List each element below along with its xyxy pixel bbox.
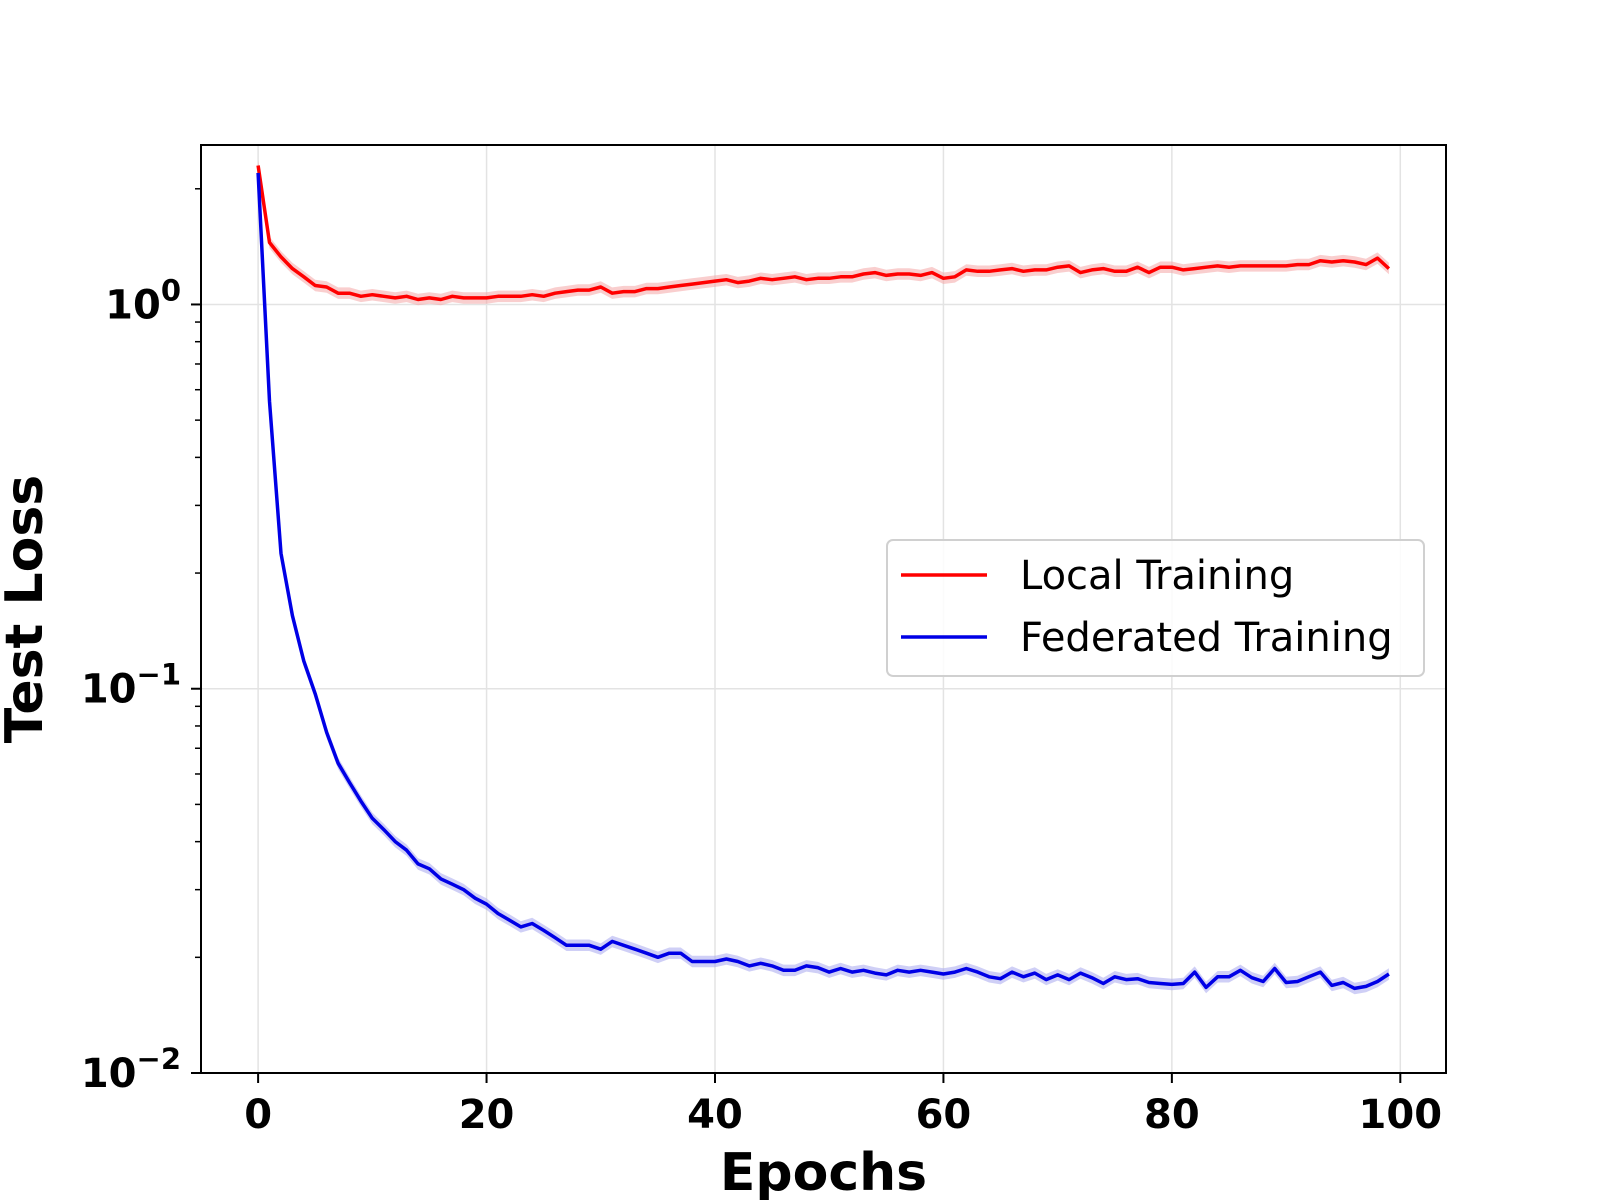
y-tick-label: 10−1 xyxy=(81,658,181,713)
series-band-0 xyxy=(258,159,1389,306)
y-tick-label: 100 xyxy=(105,273,181,328)
x-tick-label: 100 xyxy=(1359,1092,1443,1138)
x-tick-label: 20 xyxy=(459,1092,515,1138)
x-tick-label: 40 xyxy=(687,1092,743,1138)
legend-label: Local Training xyxy=(1020,553,1294,599)
x-tick-label: 60 xyxy=(916,1092,972,1138)
series-lines xyxy=(256,165,1391,991)
plot-area-frame xyxy=(200,144,1447,1074)
axis-ticks: 0 20 40 60 80 100 100 10−1 10−2 xyxy=(81,188,1443,1138)
x-tick-label: 80 xyxy=(1144,1092,1200,1138)
series-line-1 xyxy=(256,172,1390,991)
series-line-0 xyxy=(256,165,1391,302)
legend-box xyxy=(886,539,1425,677)
legend: Local Training Federated Training xyxy=(886,539,1425,677)
x-axis-label: Epochs xyxy=(720,1143,927,1200)
y-axis-label: Test Loss xyxy=(0,475,55,744)
y-tick-label: 10−2 xyxy=(81,1042,181,1097)
legend-label: Federated Training xyxy=(1020,615,1393,661)
x-tick-label: 0 xyxy=(244,1092,272,1138)
